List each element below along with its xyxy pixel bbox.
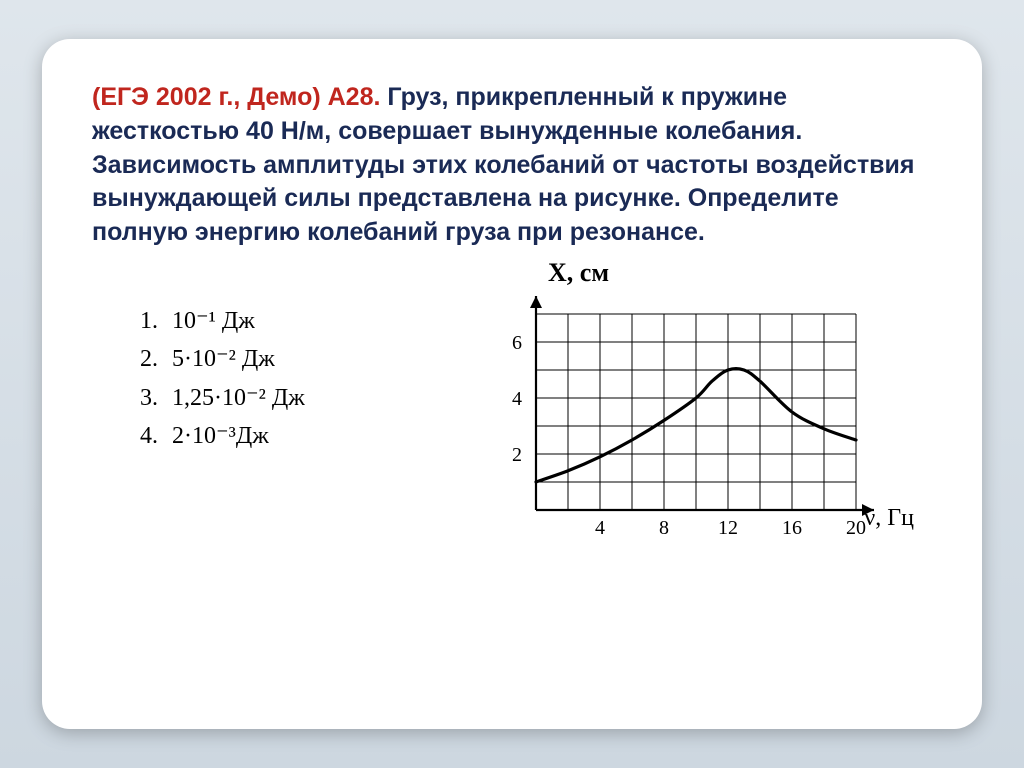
answer-option: 4. 2·10⁻³Дж [140,417,305,455]
svg-text:4: 4 [595,517,605,539]
answer-option: 1. 10⁻¹ Дж [140,302,305,340]
svg-text:8: 8 [659,517,669,539]
svg-text:16: 16 [782,517,802,539]
answer-text: 2·10⁻³Дж [172,417,269,455]
problem-text: (ЕГЭ 2002 г., Демо) А28. Груз, прикрепле… [92,81,932,250]
bottom-row: 1. 10⁻¹ Дж 2. 5·10⁻² Дж 3. 1,25·10⁻² Дж … [92,290,932,550]
answer-text: 1,25·10⁻² Дж [172,379,305,417]
slide-card: (ЕГЭ 2002 г., Демо) А28. Груз, прикрепле… [42,39,982,729]
answer-option: 3. 1,25·10⁻² Дж [140,379,305,417]
y-axis-label: X, см [548,258,609,288]
svg-text:12: 12 [718,517,738,539]
problem-source: (ЕГЭ 2002 г., Демо) А28. [92,83,380,111]
answer-text: 5·10⁻² Дж [172,340,275,378]
answer-number: 1. [140,302,172,340]
resonance-chart: X, см 48121620246 ν, Гц [482,290,902,550]
answer-option: 2. 5·10⁻² Дж [140,340,305,378]
answer-number: 2. [140,340,172,378]
answer-number: 4. [140,417,172,455]
answer-number: 3. [140,379,172,417]
svg-text:4: 4 [512,388,522,410]
svg-text:6: 6 [512,332,522,354]
svg-text:2: 2 [512,444,522,466]
svg-text:20: 20 [846,517,866,539]
answer-text: 10⁻¹ Дж [172,302,255,340]
answer-list: 1. 10⁻¹ Дж 2. 5·10⁻² Дж 3. 1,25·10⁻² Дж … [92,290,305,456]
x-axis-label: ν, Гц [864,505,914,532]
chart-svg: 48121620246 [482,290,902,550]
